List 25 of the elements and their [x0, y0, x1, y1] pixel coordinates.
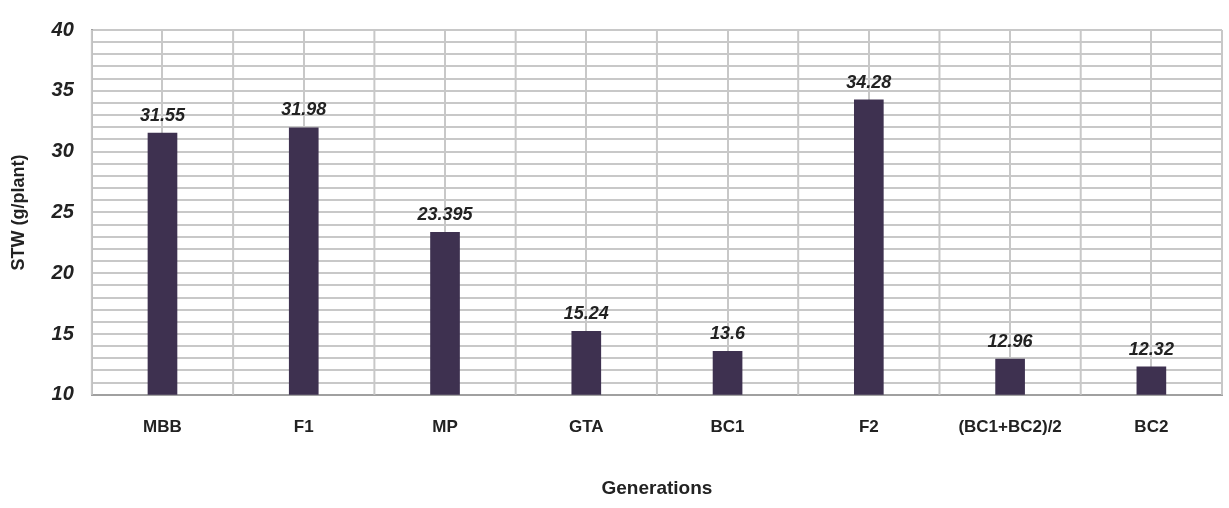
- data-label: 15.24: [563, 303, 609, 324]
- x-tick-label: F1: [293, 416, 314, 436]
- y-tick-label: 30: [51, 139, 74, 162]
- y-tick-label: 35: [51, 78, 75, 101]
- data-label: 13.6: [710, 322, 747, 343]
- x-tick-label: F2: [858, 416, 879, 436]
- x-tick-label: MP: [432, 416, 458, 436]
- y-tick-label: 15: [51, 321, 75, 344]
- y-tick-label: 40: [50, 17, 74, 40]
- y-tick-label: 10: [51, 382, 74, 405]
- x-tick-label: GTA: [568, 416, 604, 436]
- data-label: 12.96: [987, 330, 1034, 351]
- data-label: 23.395: [416, 203, 474, 224]
- x-tick-label: MBB: [143, 416, 182, 436]
- data-label: 34.28: [846, 71, 892, 92]
- y-tick-label: 25: [50, 199, 75, 222]
- y-axis-title: STW (g/plant): [7, 154, 28, 271]
- data-label: 12.32: [1128, 338, 1174, 359]
- y-tick-label: 20: [50, 260, 74, 283]
- x-tick-label: BC2: [1134, 416, 1169, 436]
- data-label: 31.55: [139, 104, 186, 125]
- data-label: 31.98: [281, 99, 327, 120]
- x-tick-label: BC1: [710, 416, 745, 436]
- x-axis-title: Generations: [601, 476, 713, 498]
- x-tick-label: (BC1+BC2)/2: [958, 416, 1062, 436]
